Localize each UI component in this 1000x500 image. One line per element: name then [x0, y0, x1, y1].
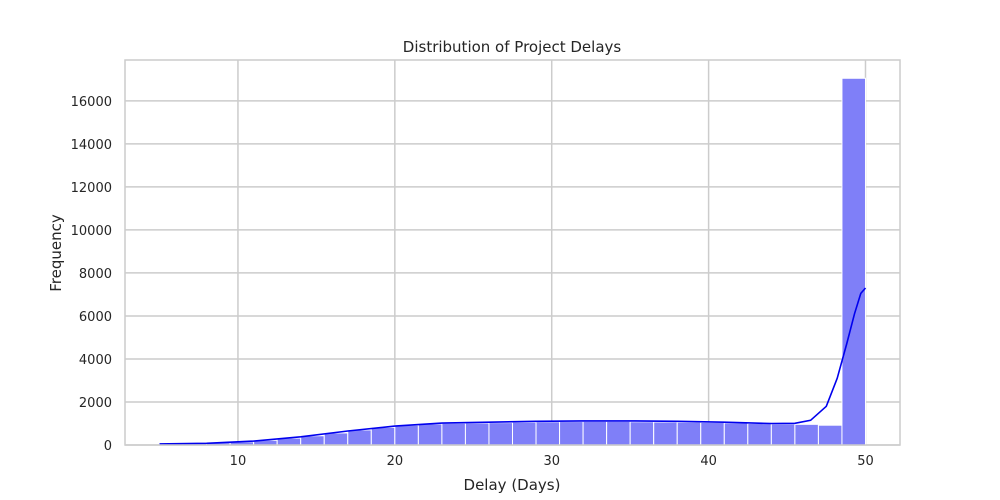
- histogram-bar: [653, 421, 678, 446]
- bars-layer: [159, 77, 866, 446]
- histogram-bar: [700, 421, 725, 446]
- histogram-bar: [464, 422, 490, 446]
- y-tick-label: 16000: [71, 95, 112, 110]
- histogram-bar: [512, 421, 537, 446]
- histogram-bar: [794, 423, 819, 446]
- y-tick-label: 10000: [71, 224, 112, 239]
- x-axis-label: Delay (Days): [464, 476, 561, 494]
- plot-border: [124, 59, 901, 446]
- y-tick-label: 12000: [71, 181, 112, 196]
- kde-layer: [159, 287, 867, 445]
- x-tick-label: 40: [700, 454, 717, 469]
- x-tick-label: 50: [857, 454, 874, 469]
- histogram-bar: [347, 429, 372, 446]
- histogram-bar: [370, 426, 396, 446]
- chart-title: Distribution of Project Delays: [403, 38, 622, 56]
- histogram-bar: [770, 423, 796, 446]
- y-tick-label: 8000: [79, 267, 112, 282]
- histogram-bar: [441, 422, 466, 446]
- y-tick-label: 14000: [71, 138, 112, 153]
- y-tick-label: 4000: [79, 353, 112, 368]
- histogram-bar: [559, 421, 584, 446]
- x-tick-label: 30: [543, 454, 560, 469]
- histogram-bar: [817, 424, 843, 446]
- histogram-bar: [488, 422, 514, 446]
- x-tick-label: 10: [230, 454, 247, 469]
- axes-frame: [124, 59, 901, 446]
- histogram-bar: [723, 422, 749, 446]
- y-tick-label: 0: [104, 439, 112, 454]
- histogram-bar: [323, 432, 349, 446]
- histogram-bar: [747, 422, 772, 446]
- y-tick-label: 2000: [79, 396, 112, 411]
- tick-labels: 10 20 30 40 50 0 2000 4000 6000 8000 10000 12000 140…: [71, 95, 874, 469]
- grid-layer: [125, 60, 900, 446]
- x-tick-label: 20: [387, 454, 404, 469]
- histogram-bar: [535, 421, 561, 446]
- histogram-bar: [841, 77, 866, 446]
- kde-line: [159, 287, 867, 445]
- histogram-bar: [629, 421, 655, 446]
- histogram-bar: [417, 423, 443, 446]
- y-axis-label: Frequency: [47, 214, 65, 292]
- histogram-bar: [606, 420, 631, 446]
- y-tick-label: 6000: [79, 310, 112, 325]
- histogram-bar: [394, 424, 419, 446]
- histogram-bar: [582, 420, 608, 446]
- histogram-bar: [676, 421, 702, 446]
